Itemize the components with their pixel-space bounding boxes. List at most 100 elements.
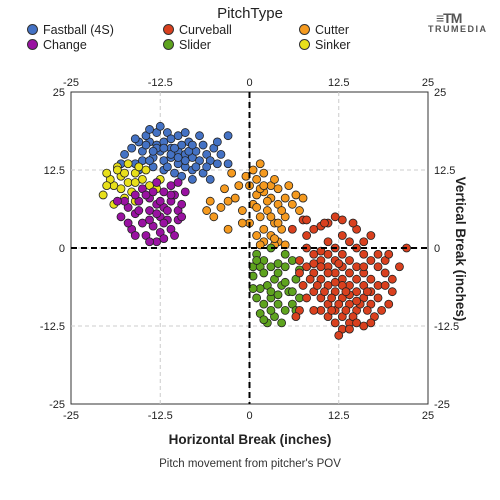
point-change (173, 178, 183, 187)
point-cutter (259, 168, 269, 178)
point-cutter (237, 206, 247, 215)
point-change (145, 206, 154, 215)
point-slider (277, 318, 287, 328)
point-slider (280, 249, 290, 259)
point-change (177, 199, 187, 209)
point-curveball (337, 249, 347, 259)
point-curveball (302, 262, 312, 272)
point-curveball (334, 330, 344, 340)
point-cutter (234, 181, 244, 191)
y-tick-label-right: -12.5 (434, 321, 459, 333)
x-tick-label: 0 (246, 410, 252, 422)
y-tick-label-right: -25 (434, 399, 450, 411)
y-tick-label-right: 12.5 (434, 165, 455, 177)
point-curveball (359, 321, 369, 331)
point-curveball (323, 249, 333, 259)
point-slider (259, 299, 269, 309)
point-curveball (298, 281, 308, 290)
point-cutter (252, 174, 262, 184)
point-cutter (252, 203, 262, 212)
point-cutter (270, 174, 279, 184)
point-fastball-4s (162, 162, 172, 172)
point-change (123, 218, 133, 228)
y-tick-label: 25 (53, 87, 65, 99)
point-change (170, 231, 179, 240)
point-cutter (280, 193, 290, 203)
x-tick-label: 12.5 (328, 410, 349, 422)
point-change (152, 209, 162, 219)
point-fastball-4s (166, 134, 176, 144)
point-cutter (295, 206, 304, 215)
fastball-swatch-icon (27, 24, 38, 35)
point-cutter (227, 168, 237, 178)
y-tick-label: 0 (59, 243, 65, 255)
x-tick-label-top: 12.5 (328, 77, 349, 89)
point-cutter (255, 159, 265, 169)
point-curveball (337, 231, 347, 240)
point-cutter (266, 212, 276, 222)
point-slider (252, 293, 262, 303)
point-curveball (327, 305, 337, 315)
legend-item-cutter[interactable]: Cutter (299, 23, 349, 37)
legend-label: Curveball (179, 23, 232, 37)
point-fastball-4s (205, 174, 215, 184)
point-curveball (305, 274, 315, 284)
point-fastball-4s (212, 137, 222, 147)
point-fastball-4s (148, 146, 158, 156)
point-fastball-4s (145, 125, 154, 134)
point-cutter (230, 193, 240, 203)
point-cutter (298, 193, 308, 203)
point-fastball-4s (173, 131, 183, 141)
point-cutter (202, 206, 212, 215)
legend-item-change[interactable]: Change (27, 38, 87, 52)
cutter-swatch-icon (299, 24, 310, 35)
change-swatch-icon (27, 39, 38, 50)
point-slider (266, 305, 276, 315)
y-tick-label-right: 0 (434, 243, 440, 255)
point-curveball (362, 305, 372, 315)
point-change (134, 206, 144, 215)
point-sinker (137, 174, 147, 184)
point-curveball (348, 218, 358, 228)
point-fastball-4s (120, 149, 129, 159)
point-cutter (259, 181, 269, 191)
point-fastball-4s (141, 140, 151, 150)
point-curveball (366, 318, 376, 328)
point-change (166, 181, 176, 191)
y-tick-label: -12.5 (40, 321, 65, 333)
legend-item-slider[interactable]: Slider (163, 38, 211, 52)
point-curveball (377, 305, 386, 315)
point-curveball (316, 262, 326, 272)
point-curveball (316, 246, 326, 256)
point-slider (273, 290, 283, 300)
point-fastball-4s (130, 134, 140, 144)
point-change (130, 190, 140, 200)
point-change (116, 212, 126, 222)
point-cutter (216, 203, 226, 212)
point-curveball (345, 237, 354, 247)
point-curveball (327, 293, 337, 303)
legend-label: Cutter (315, 23, 350, 37)
point-cutter (259, 224, 269, 234)
point-fastball-4s (170, 168, 179, 178)
point-curveball (366, 274, 376, 284)
point-curveball (341, 287, 351, 297)
x-tick-label-top: -25 (63, 77, 79, 89)
point-change (166, 190, 176, 200)
point-change (159, 234, 169, 244)
legend-item-fastball[interactable]: Fastball (4S) (27, 23, 114, 37)
point-cutter (255, 212, 265, 222)
curveball-swatch-icon (163, 24, 174, 35)
point-fastball-4s (159, 143, 169, 153)
point-curveball (366, 256, 376, 265)
point-cutter (248, 165, 258, 175)
point-change (137, 218, 147, 228)
point-change (155, 196, 165, 206)
point-cutter (237, 218, 247, 228)
point-curveball (312, 281, 322, 290)
point-fastball-4s (177, 140, 187, 150)
legend-item-curveball[interactable]: Curveball (163, 23, 232, 37)
legend-item-sinker[interactable]: Sinker (299, 38, 350, 52)
point-curveball (302, 215, 312, 225)
